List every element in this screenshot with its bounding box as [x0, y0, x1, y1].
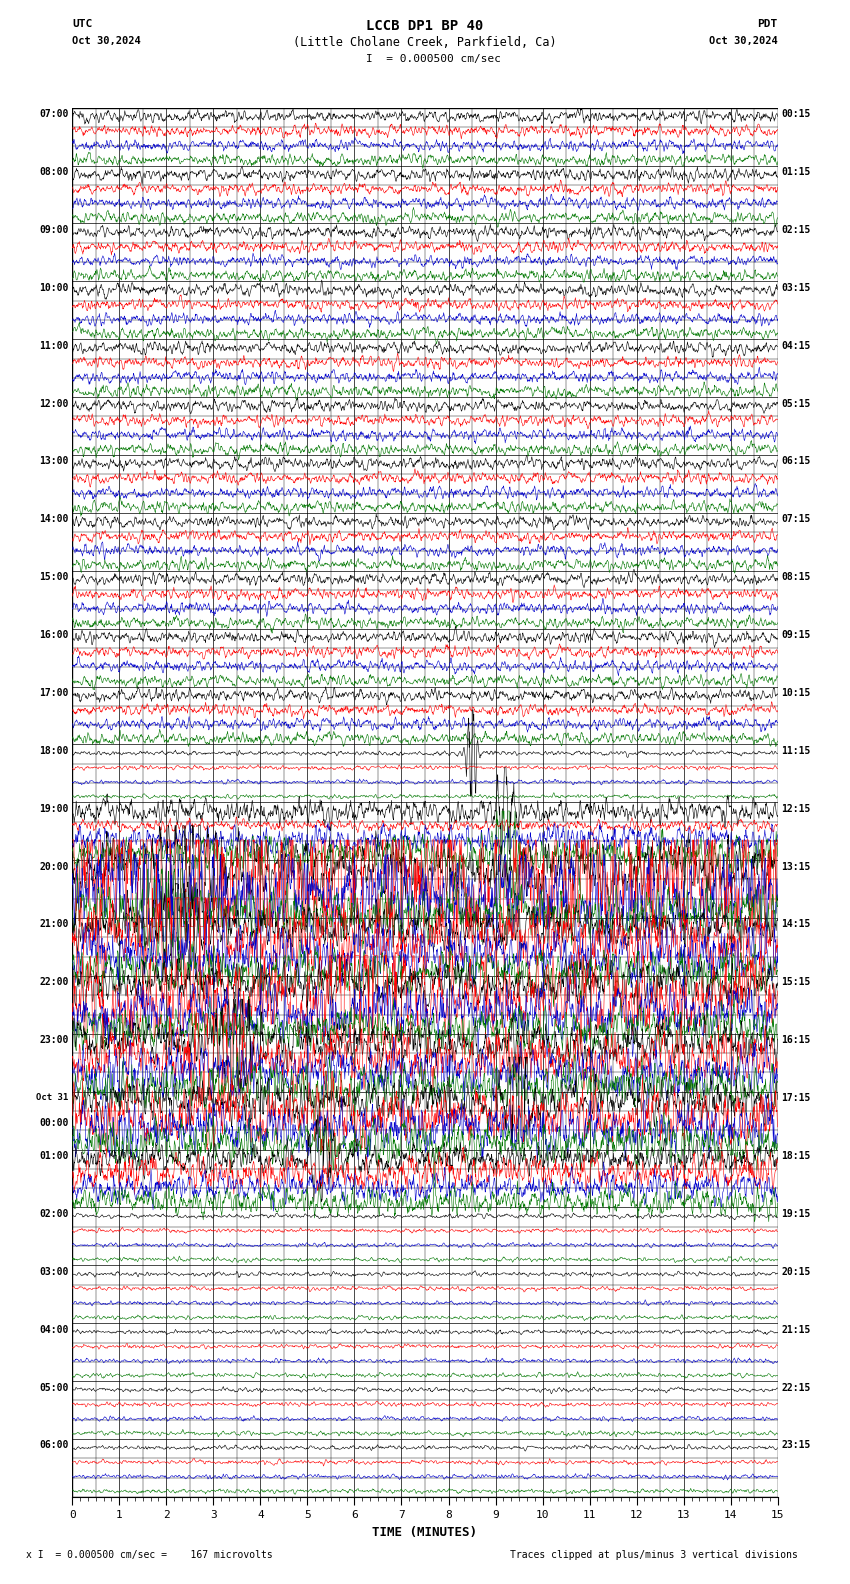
Text: 16:15: 16:15	[781, 1036, 811, 1045]
Text: 08:00: 08:00	[39, 166, 69, 177]
Text: 06:00: 06:00	[39, 1440, 69, 1451]
Text: 01:15: 01:15	[781, 166, 811, 177]
Text: 03:00: 03:00	[39, 1267, 69, 1277]
Text: Traces clipped at plus/minus 3 vertical divisions: Traces clipped at plus/minus 3 vertical …	[510, 1551, 798, 1560]
Text: 09:00: 09:00	[39, 225, 69, 234]
Text: LCCB DP1 BP 40: LCCB DP1 BP 40	[366, 19, 484, 33]
Text: 04:00: 04:00	[39, 1324, 69, 1335]
Text: Oct 30,2024: Oct 30,2024	[72, 36, 141, 46]
Text: x I  = 0.000500 cm/sec =    167 microvolts: x I = 0.000500 cm/sec = 167 microvolts	[26, 1551, 272, 1560]
Text: 12:00: 12:00	[39, 399, 69, 409]
Text: 09:15: 09:15	[781, 630, 811, 640]
Text: 07:00: 07:00	[39, 109, 69, 119]
Text: 13:00: 13:00	[39, 456, 69, 466]
Text: 23:00: 23:00	[39, 1036, 69, 1045]
Text: 02:15: 02:15	[781, 225, 811, 234]
Text: 15:00: 15:00	[39, 572, 69, 583]
Text: 08:15: 08:15	[781, 572, 811, 583]
Text: 03:15: 03:15	[781, 284, 811, 293]
X-axis label: TIME (MINUTES): TIME (MINUTES)	[372, 1525, 478, 1538]
Text: 18:00: 18:00	[39, 746, 69, 756]
Text: 19:00: 19:00	[39, 803, 69, 814]
Text: 02:00: 02:00	[39, 1209, 69, 1218]
Text: 21:15: 21:15	[781, 1324, 811, 1335]
Text: 18:15: 18:15	[781, 1152, 811, 1161]
Text: 17:00: 17:00	[39, 687, 69, 699]
Text: 15:15: 15:15	[781, 977, 811, 987]
Text: 10:15: 10:15	[781, 687, 811, 699]
Text: I  = 0.000500 cm/sec: I = 0.000500 cm/sec	[366, 54, 501, 63]
Text: 17:15: 17:15	[781, 1093, 811, 1102]
Text: 19:15: 19:15	[781, 1209, 811, 1218]
Text: 22:15: 22:15	[781, 1383, 811, 1392]
Text: 05:00: 05:00	[39, 1383, 69, 1392]
Text: 20:15: 20:15	[781, 1267, 811, 1277]
Text: (Little Cholane Creek, Parkfield, Ca): (Little Cholane Creek, Parkfield, Ca)	[293, 36, 557, 49]
Text: 22:00: 22:00	[39, 977, 69, 987]
Text: 16:00: 16:00	[39, 630, 69, 640]
Text: 14:15: 14:15	[781, 919, 811, 930]
Text: 21:00: 21:00	[39, 919, 69, 930]
Text: 00:15: 00:15	[781, 109, 811, 119]
Text: 12:15: 12:15	[781, 803, 811, 814]
Text: Oct 30,2024: Oct 30,2024	[709, 36, 778, 46]
Text: Oct 31: Oct 31	[37, 1093, 69, 1102]
Text: 14:00: 14:00	[39, 515, 69, 524]
Text: 11:00: 11:00	[39, 341, 69, 350]
Text: UTC: UTC	[72, 19, 93, 29]
Text: 04:15: 04:15	[781, 341, 811, 350]
Text: 11:15: 11:15	[781, 746, 811, 756]
Text: PDT: PDT	[757, 19, 778, 29]
Text: 20:00: 20:00	[39, 862, 69, 871]
Text: 06:15: 06:15	[781, 456, 811, 466]
Text: 10:00: 10:00	[39, 284, 69, 293]
Text: 05:15: 05:15	[781, 399, 811, 409]
Text: 07:15: 07:15	[781, 515, 811, 524]
Text: 23:15: 23:15	[781, 1440, 811, 1451]
Text: 01:00: 01:00	[39, 1152, 69, 1161]
Text: 00:00: 00:00	[39, 1118, 69, 1128]
Text: 13:15: 13:15	[781, 862, 811, 871]
